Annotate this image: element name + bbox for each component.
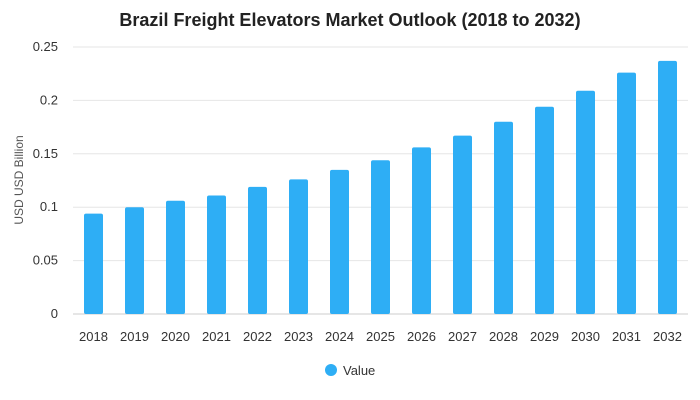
y-tick-label: 0.25 (33, 39, 58, 54)
x-tick-label: 2021 (202, 329, 231, 344)
chart-title: Brazil Freight Elevators Market Outlook … (119, 10, 580, 30)
bar-2020[interactable] (166, 200, 185, 314)
y-tick-label: 0 (51, 306, 58, 321)
bar-2018[interactable] (84, 213, 103, 314)
x-tick-label: 2022 (243, 329, 272, 344)
bar-2019[interactable] (125, 207, 144, 314)
bar-2021[interactable] (207, 195, 226, 314)
legend[interactable]: Value (325, 363, 375, 378)
x-tick-label: 2030 (571, 329, 600, 344)
x-tick-label: 2018 (79, 329, 108, 344)
y-tick-label: 0.1 (40, 199, 58, 214)
bar-2027[interactable] (453, 135, 472, 314)
bar-2030[interactable] (576, 90, 595, 315)
x-tick-label: 2031 (612, 329, 641, 344)
y-tick-label: 0.15 (33, 146, 58, 161)
legend-marker-value[interactable] (325, 364, 337, 376)
legend-label-value[interactable]: Value (343, 363, 375, 378)
x-tick-label: 2026 (407, 329, 436, 344)
x-tick-label: 2019 (120, 329, 149, 344)
x-tick-label: 2024 (325, 329, 354, 344)
x-tick-label: 2025 (366, 329, 395, 344)
bar-2026[interactable] (412, 147, 431, 314)
x-tick-label: 2029 (530, 329, 559, 344)
x-axis-ticks: 2018 2019 2020 2021 2022 2023 2024 2025 2026 2027… (79, 329, 682, 344)
bar-2032[interactable] (658, 60, 677, 314)
x-tick-label: 2020 (161, 329, 190, 344)
bar-2023[interactable] (289, 179, 308, 314)
x-tick-label: 2023 (284, 329, 313, 344)
bar-2022[interactable] (248, 186, 267, 314)
x-tick-label: 2028 (489, 329, 518, 344)
x-tick-label: 2027 (448, 329, 477, 344)
y-tick-label: 0.05 (33, 253, 58, 268)
bar-2024[interactable] (330, 169, 349, 314)
y-axis-ticks: 0 0.05 0.1 0.15 0.2 0.25 (33, 39, 58, 321)
bar-2031[interactable] (617, 72, 636, 314)
y-axis-label: USD USD Billion (12, 135, 26, 224)
bars (84, 60, 677, 315)
x-tick-label: 2032 (653, 329, 682, 344)
bar-2029[interactable] (535, 106, 554, 314)
bar-2025[interactable] (371, 160, 390, 314)
y-tick-label: 0.2 (40, 92, 58, 107)
bar-2028[interactable] (494, 121, 513, 314)
